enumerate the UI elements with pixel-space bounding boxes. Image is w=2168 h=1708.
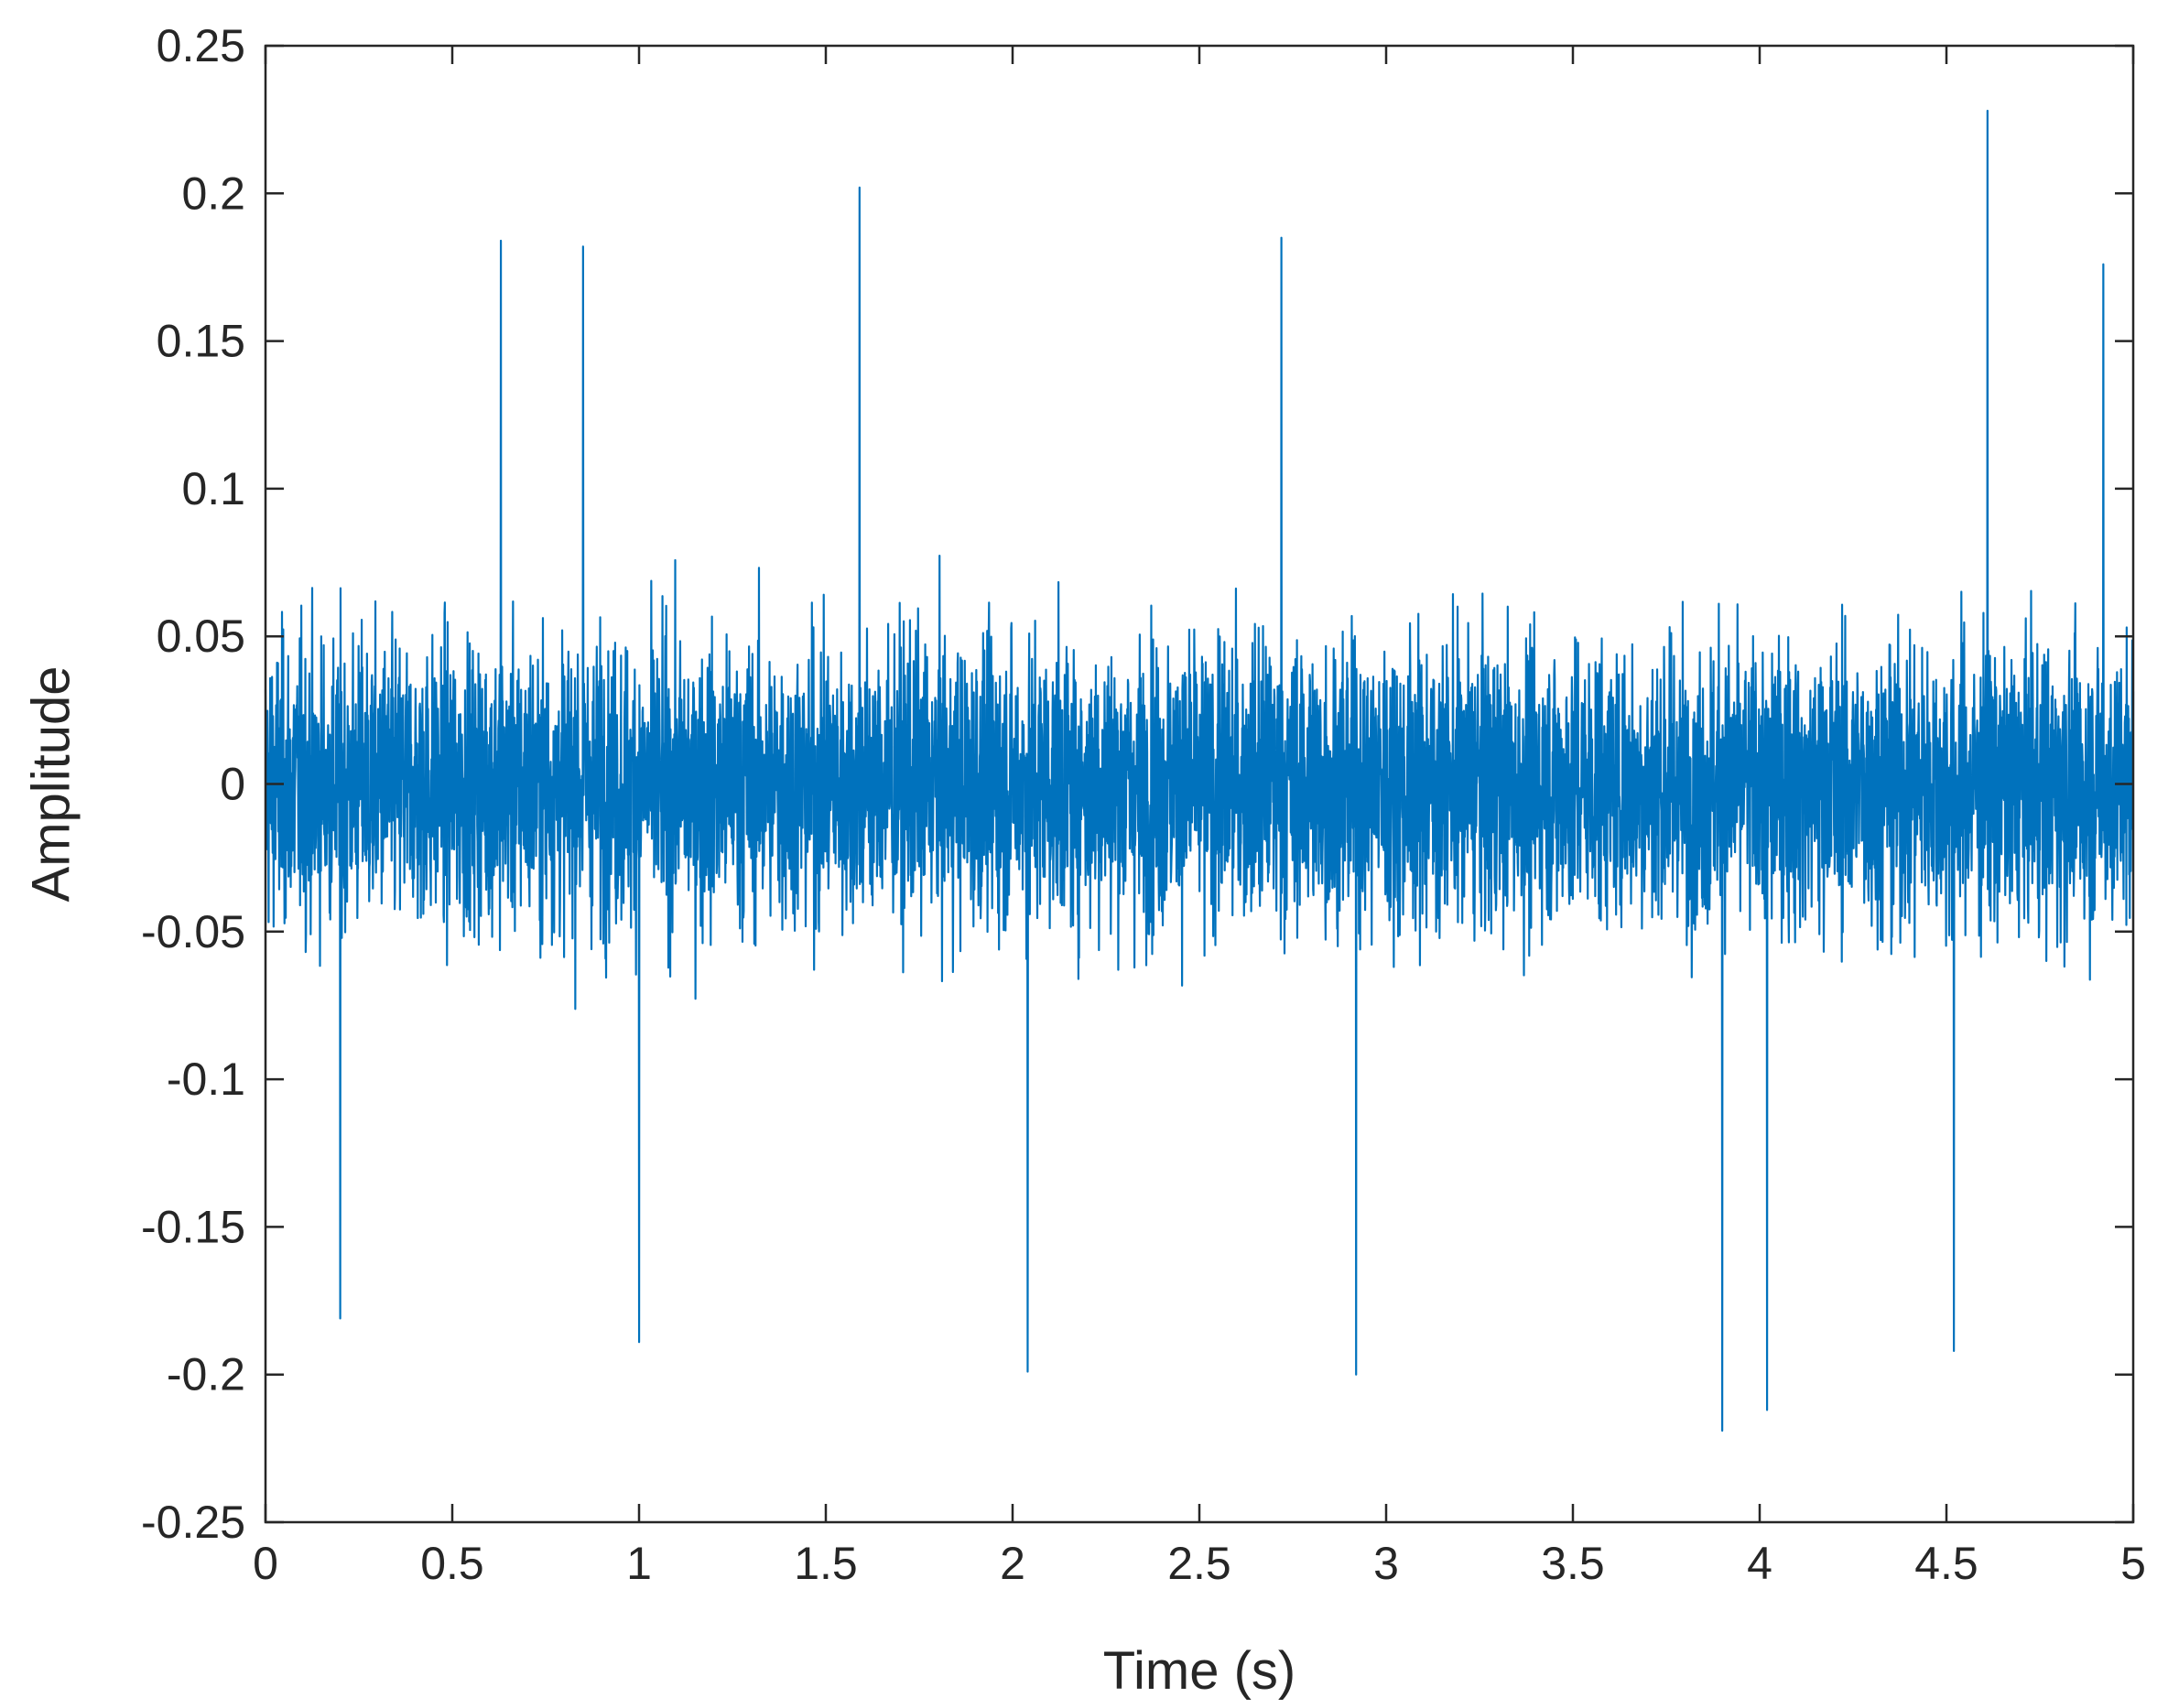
y-tick-label: -0.05 [141, 906, 245, 957]
y-tick-label: 0 [220, 759, 245, 810]
x-tick-label: 3.5 [1541, 1538, 1605, 1589]
y-tick-label: -0.2 [167, 1349, 245, 1400]
y-tick-label: 0.25 [157, 20, 245, 71]
signal-line [264, 109, 2135, 1432]
y-tick-label: 0.2 [181, 168, 245, 219]
x-axis-label: Time (s) [1103, 1641, 1295, 1701]
x-tick-label: 1 [626, 1538, 652, 1589]
x-tick-label: 0.5 [420, 1538, 484, 1589]
y-tick-label: 0.1 [181, 463, 245, 514]
y-tick-label: -0.1 [167, 1054, 245, 1105]
signal-series [264, 109, 2135, 1432]
y-tick-label: 0.05 [157, 611, 245, 662]
y-axis-ticks: 0.25 0.2 0.15 0.1 0.05 0 -0.05 -0.1 -0.15 -0.2 -0.… [141, 20, 2133, 1548]
y-tick-label: 0.15 [157, 316, 245, 367]
y-axis-label: Amplitude [21, 666, 81, 903]
x-tick-label: 1.5 [794, 1538, 858, 1589]
x-tick-label: 0 [253, 1538, 278, 1589]
y-tick-label: -0.25 [141, 1497, 245, 1548]
x-tick-label: 2 [1000, 1538, 1025, 1589]
x-tick-label: 3 [1373, 1538, 1399, 1589]
x-tick-label: 4.5 [1914, 1538, 1978, 1589]
x-tick-label: 2.5 [1167, 1538, 1231, 1589]
x-axis-ticks: 0 0.5 1 1.5 2 2.5 3 3.5 4 4.5 5 [253, 46, 2146, 1589]
x-tick-label: 5 [2120, 1538, 2146, 1589]
x-tick-label: 4 [1747, 1538, 1772, 1589]
y-tick-label: -0.15 [141, 1201, 245, 1252]
